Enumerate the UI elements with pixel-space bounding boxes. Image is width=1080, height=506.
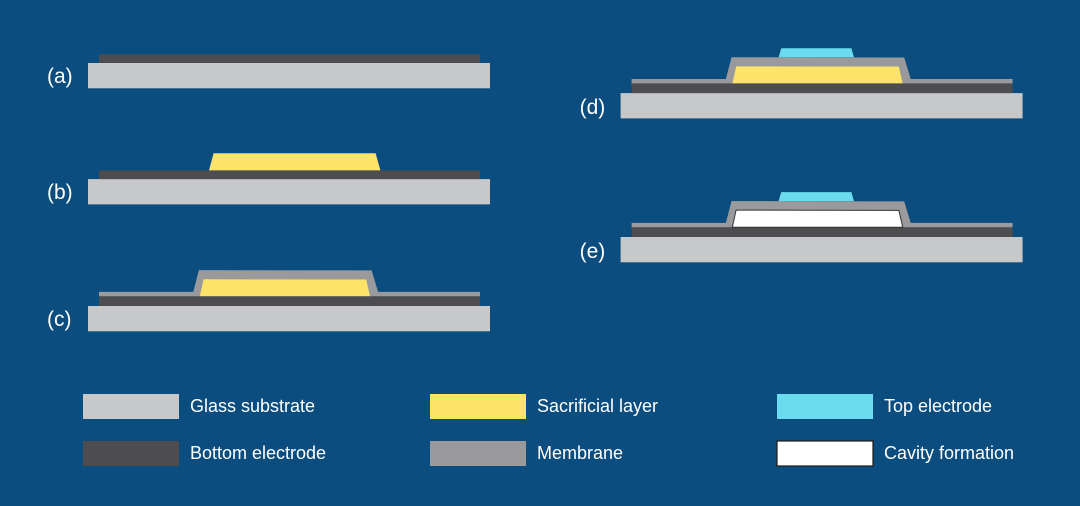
svg-text:(b): (b)	[47, 181, 73, 204]
svg-text:Membrane: Membrane	[537, 443, 623, 463]
svg-text:(e): (e)	[580, 240, 606, 263]
svg-text:(a): (a)	[47, 65, 73, 88]
svg-text:Top electrode: Top electrode	[884, 396, 992, 416]
svg-text:Bottom electrode: Bottom electrode	[190, 443, 326, 463]
svg-text:(d): (d)	[580, 96, 606, 119]
svg-text:(c): (c)	[47, 308, 72, 331]
svg-text:Sacrificial layer: Sacrificial layer	[537, 396, 658, 416]
svg-text:Glass substrate: Glass substrate	[190, 396, 315, 416]
svg-text:Cavity formation: Cavity formation	[884, 443, 1014, 463]
